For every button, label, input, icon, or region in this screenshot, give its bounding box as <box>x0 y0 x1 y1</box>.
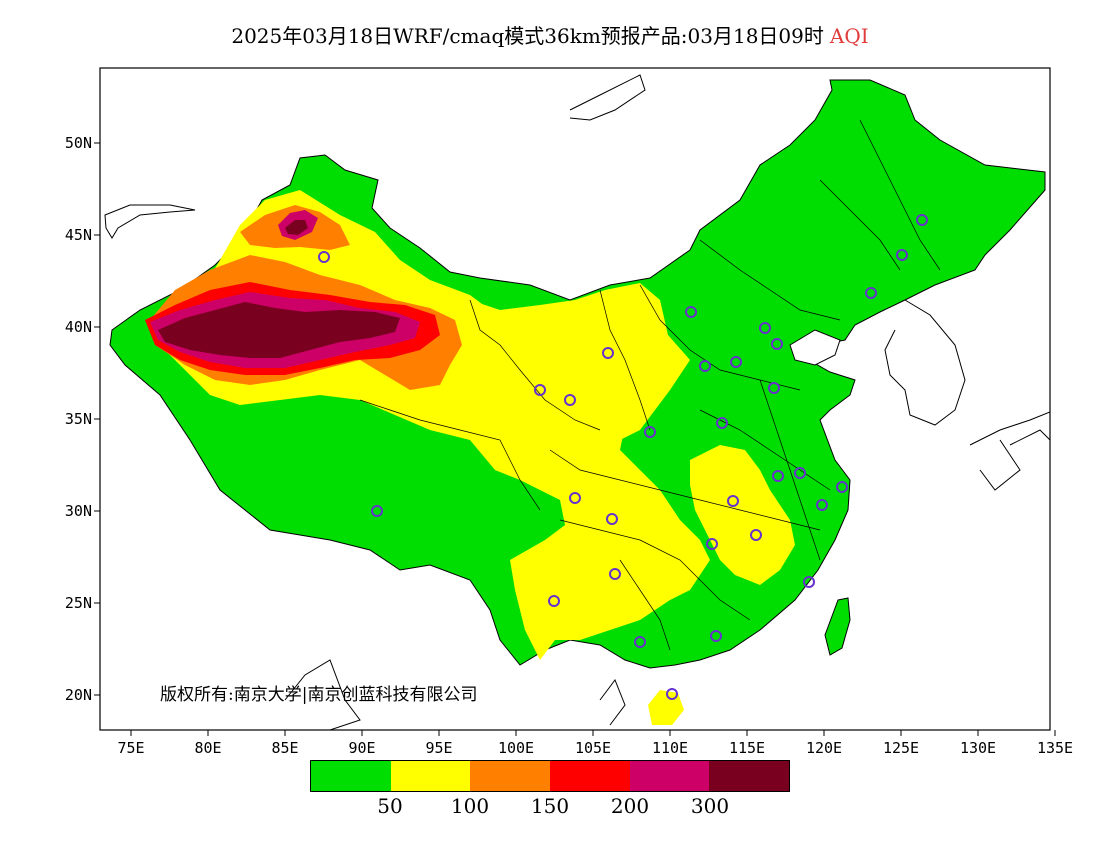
station-marker <box>768 382 780 394</box>
lon-tick-label: 95E <box>425 739 452 757</box>
station-marker <box>634 636 646 648</box>
latitude-axis: 50N 45N 40N 35N 30N 25N 20N <box>65 134 100 704</box>
lat-tick-label: 35N <box>65 410 92 428</box>
copyright-notice: 版权所有:南京大学|南京创蓝科技有限公司 <box>160 685 478 705</box>
province-boundaries <box>359 119 941 651</box>
sakhalin-coastline <box>569 74 646 121</box>
station-marker <box>896 249 908 261</box>
legend-label: 200 <box>610 794 650 818</box>
legend-swatch <box>629 761 710 791</box>
lon-tick-label: 105E <box>575 739 611 757</box>
map-frame <box>99 67 1051 731</box>
station-marker <box>564 394 576 406</box>
lon-tick-label: 90E <box>348 739 375 757</box>
station-marker <box>644 426 656 438</box>
aqi-yellow-region-central <box>690 445 795 585</box>
lon-tick-label: 110E <box>652 739 688 757</box>
legend-swatch <box>311 761 391 791</box>
station-marker <box>685 306 697 318</box>
lat-tick-label: 45N <box>65 226 92 244</box>
lon-tick-label: 75E <box>117 739 144 757</box>
station-marker <box>727 495 739 507</box>
station-marker <box>750 529 762 541</box>
indochina-coastline <box>284 659 626 730</box>
kazakh-lake-coastline <box>104 204 196 239</box>
aqi-maroon-spot-north <box>285 220 308 235</box>
station-marker <box>371 505 383 517</box>
aqi-yellow-region-north <box>470 283 690 440</box>
station-marker <box>706 538 718 550</box>
station-marker <box>534 384 546 396</box>
lon-tick-label: 115E <box>729 739 765 757</box>
lon-tick-label: 80E <box>194 739 221 757</box>
bohai-bay <box>789 329 841 366</box>
lon-tick-label: 135E <box>1037 739 1073 757</box>
station-marker <box>794 467 806 479</box>
legend-swatch <box>709 761 790 791</box>
station-marker <box>548 595 560 607</box>
lon-tick-label: 120E <box>806 739 842 757</box>
legend-label: 50 <box>377 794 403 818</box>
legend-label: 300 <box>690 794 730 818</box>
title-main: 2025年03月18日WRF/cmaq模式36km预报产品:03月18日09时 <box>231 24 824 48</box>
legend-label: 100 <box>450 794 490 818</box>
japan-coastline <box>969 411 1050 491</box>
map-title: 2025年03月18日WRF/cmaq模式36km预报产品:03月18日09时 A… <box>0 20 1100 49</box>
title-variable: AQI <box>829 24 869 48</box>
legend-swatch <box>470 761 551 791</box>
longitude-axis: 75E 80E 85E 90E 95E 100E 105E 110E 115E 120E 125E 1… <box>117 730 1073 757</box>
legend-swatch <box>390 761 471 791</box>
lat-tick-label: 50N <box>65 134 92 152</box>
aqi-maroon-region <box>158 302 400 358</box>
station-marker <box>772 470 784 482</box>
legend-label: 150 <box>530 794 570 818</box>
station-marker <box>759 322 771 334</box>
station-marker <box>710 630 722 642</box>
station-marker <box>318 251 330 263</box>
lon-tick-label: 100E <box>498 739 534 757</box>
station-marker <box>609 568 621 580</box>
lat-tick-label: 25N <box>65 594 92 612</box>
station-marker <box>836 481 848 493</box>
station-marker <box>916 214 928 226</box>
station-marker <box>771 338 783 350</box>
station-marker <box>716 417 728 429</box>
station-marker <box>666 688 678 700</box>
lon-tick-label: 130E <box>960 739 996 757</box>
station-marker <box>803 576 815 588</box>
taiwan-landmass <box>824 597 851 656</box>
station-marker <box>730 356 742 368</box>
color-legend <box>310 760 790 792</box>
station-markers <box>318 214 928 700</box>
lat-tick-label: 40N <box>65 318 92 336</box>
lon-tick-label: 85E <box>271 739 298 757</box>
station-marker <box>606 513 618 525</box>
station-marker <box>699 360 711 372</box>
lat-tick-label: 20N <box>65 686 92 704</box>
korea-coastline <box>884 299 966 426</box>
lat-tick-label: 30N <box>65 502 92 520</box>
station-marker <box>569 492 581 504</box>
lon-tick-label: 125E <box>883 739 919 757</box>
station-marker <box>602 347 614 359</box>
aqi-yellow-region-hainan <box>648 690 684 725</box>
legend-swatch <box>550 761 630 791</box>
station-marker <box>816 499 828 511</box>
station-marker <box>865 287 877 299</box>
map-layers <box>104 74 1050 730</box>
